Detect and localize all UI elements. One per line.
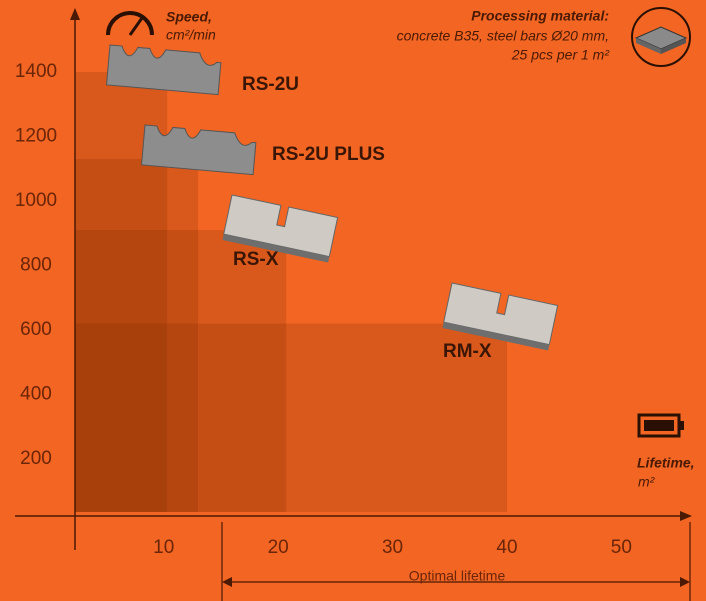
- product-label: RS-X: [233, 249, 279, 270]
- y-unit: cm²/min: [166, 27, 216, 43]
- segment-image: [140, 124, 257, 176]
- material-icon: [631, 7, 691, 67]
- segment-shape: [443, 282, 559, 346]
- area: [75, 159, 199, 512]
- y-tick-label: 200: [20, 448, 52, 469]
- x-tick-label: 50: [611, 537, 632, 558]
- segment-shape: [223, 194, 339, 258]
- x-unit: m²: [638, 474, 656, 490]
- x-tick-label: 30: [382, 537, 403, 558]
- y-label: Speed,: [166, 9, 212, 25]
- x-label: Lifetime,: [637, 455, 695, 471]
- segment-shape: [105, 44, 222, 96]
- product-label: RS-2U PLUS: [272, 144, 385, 165]
- y-tick-label: 1400: [15, 61, 57, 82]
- x-arrow: [680, 511, 692, 521]
- annotation-line: 25 pcs per 1 m²: [511, 47, 611, 63]
- x-tick-label: 40: [496, 537, 517, 558]
- segment-image: [442, 282, 559, 351]
- annotation-line: concrete B35, steel bars Ø20 mm,: [397, 28, 609, 44]
- segment-image: [222, 194, 339, 263]
- y-tick-label: 800: [20, 255, 52, 276]
- annotation-title: Processing material:: [471, 8, 609, 24]
- range-arrow: [680, 577, 690, 587]
- y-tick-label: 600: [20, 319, 52, 340]
- segment-base: [222, 234, 330, 263]
- battery-icon: [637, 413, 684, 438]
- segment-shape: [140, 124, 257, 176]
- y-arrow: [70, 8, 80, 20]
- x-tick-label: 20: [268, 537, 289, 558]
- range-label: Optimal lifetime: [409, 568, 506, 584]
- area: [75, 230, 287, 512]
- y-tick-label: 1200: [15, 126, 57, 147]
- x-tick-label: 10: [153, 537, 174, 558]
- range-arrow: [222, 577, 232, 587]
- area: [75, 323, 507, 512]
- segment-image: [105, 44, 222, 96]
- speed-icon: [106, 11, 154, 36]
- y-tick-label: 1000: [15, 190, 57, 211]
- y-tick-label: 400: [20, 384, 52, 405]
- segment-base: [442, 322, 550, 351]
- product-label: RS-2U: [242, 74, 299, 95]
- product-label: RM-X: [443, 341, 492, 362]
